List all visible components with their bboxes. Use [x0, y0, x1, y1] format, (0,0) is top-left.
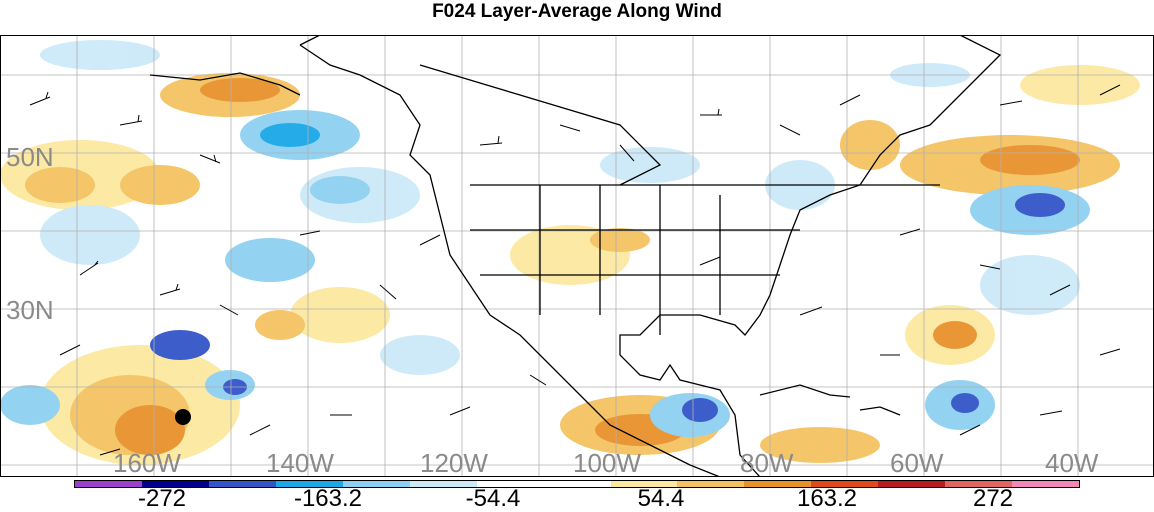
lon-label-60w: 60W [890, 448, 944, 477]
colorbar-segment [75, 481, 142, 487]
lat-label-30n: 30N [6, 295, 54, 325]
colorbar-label-neg-163: -163.2 [293, 485, 363, 512]
colorbar-label-pos-163: 163.2 [796, 485, 858, 512]
colorbar-segment [342, 481, 410, 487]
colorbar-segment [677, 481, 745, 487]
colorbar [74, 480, 1080, 488]
lon-label-120w: 120W [420, 448, 488, 477]
lon-label-140w: 140W [266, 448, 334, 477]
colorbar-segment [610, 481, 678, 487]
colorbar-label-neg-54: -54.4 [465, 485, 521, 512]
colorbar-segment [543, 481, 611, 487]
lat-label-50n: 50N [6, 142, 54, 172]
shaded-contours [0, 40, 1140, 465]
colorbar-segment [409, 481, 477, 487]
lon-label-160w: 160W [113, 448, 181, 477]
colorbar-label-pos-272: 272 [972, 485, 1014, 512]
lon-label-80w: 80W [740, 448, 794, 477]
colorbar-segment [945, 481, 1013, 487]
colorbar-segment [1012, 481, 1080, 487]
colorbar-label-neg-272: -272 [137, 485, 187, 512]
lon-label-100w: 100W [573, 448, 641, 477]
lon-label-40w: 40W [1045, 448, 1099, 477]
colorbar-segment [744, 481, 812, 487]
coastlines [149, 35, 1002, 477]
colorbar-label-pos-54: 54.4 [637, 485, 685, 512]
graticule [0, 35, 1154, 477]
colorbar-segment [275, 481, 343, 487]
wind-barbs [29, 84, 1121, 456]
colorbar-segment [878, 481, 946, 487]
colorbar-segment [476, 481, 544, 487]
colorbar-segment [811, 481, 879, 487]
colorbar-segment [208, 481, 276, 487]
station-dot [175, 409, 191, 425]
wind-map: 50N 30N 160W 140W 120W 100W 80W 60W 40W [0, 35, 1154, 477]
map-title: F024 Layer-Average Along Wind [432, 1, 722, 22]
colorbar-segment [141, 481, 209, 487]
